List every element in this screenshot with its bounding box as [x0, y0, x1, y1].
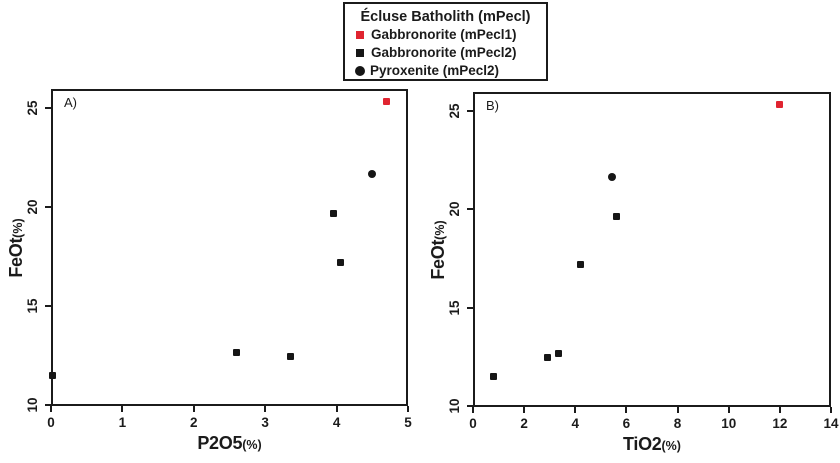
y-axis-tick: [45, 106, 51, 109]
legend: Écluse Batholith (mPecl) Gabbronorite (m…: [343, 2, 548, 81]
x-tick-label: 12: [772, 416, 788, 431]
x-axis-title-unit: (%): [242, 438, 262, 452]
legend-title: Écluse Batholith (mPecl): [360, 9, 531, 25]
plot-frame: [51, 89, 408, 406]
x-axis-tick: [335, 406, 338, 412]
data-point-square: [776, 101, 784, 109]
x-axis-tick: [192, 406, 195, 412]
y-axis-title: FeOt(%): [5, 188, 27, 308]
x-tick-label: 0: [469, 416, 477, 431]
legend-item-label: Gabbronorite (mPecl1): [371, 27, 517, 42]
data-point-square: [612, 212, 620, 220]
x-axis-title: P2O5(%): [51, 433, 408, 454]
data-point-square: [336, 258, 344, 266]
y-axis-tick: [45, 304, 51, 307]
y-axis-title-text: FeOt: [428, 239, 448, 280]
x-axis-tick: [727, 407, 730, 413]
x-tick-label: 2: [190, 415, 198, 430]
legend-item: Gabbronorite (mPecl2): [353, 45, 538, 61]
x-axis-tick: [625, 407, 628, 413]
y-axis-tick: [467, 306, 473, 309]
y-tick-label: 20: [447, 201, 462, 217]
panel-label: A): [64, 95, 77, 110]
x-axis-title-text: TiO2: [623, 434, 662, 454]
x-axis-tick: [778, 407, 781, 413]
y-tick-label: 25: [447, 103, 462, 119]
x-axis-title-text: P2O5: [197, 433, 243, 453]
y-tick-label: 10: [447, 398, 462, 414]
x-axis-tick: [407, 406, 409, 412]
data-point-square: [576, 260, 584, 268]
data-point-square: [383, 98, 391, 106]
y-axis-title: FeOt(%): [427, 190, 449, 310]
x-axis-tick: [50, 406, 52, 412]
data-point-square: [543, 354, 551, 362]
x-tick-label: 1: [118, 415, 127, 430]
y-axis-tick: [45, 404, 51, 406]
x-tick-label: 10: [721, 416, 737, 431]
legend-marker-square-icon: [356, 31, 364, 39]
x-tick-label: 14: [823, 416, 839, 431]
data-point-square: [489, 372, 497, 380]
x-tick-label: 6: [622, 416, 631, 431]
y-axis-tick: [45, 205, 51, 208]
x-tick-label: 2: [520, 416, 528, 431]
x-axis-tick: [574, 407, 577, 413]
x-tick-label: 4: [571, 416, 580, 431]
y-tick-label: 15: [25, 298, 40, 314]
x-axis-tick: [830, 407, 832, 413]
panel-label: B): [486, 98, 499, 113]
plot-panel-b: B) 0 2 4 6 8 10 12 14 10 15 20 25 TiO2(%) FeOt(%): [428, 92, 839, 454]
legend-marker-square-icon: [356, 49, 364, 57]
data-point-circle: [368, 170, 377, 179]
plot-frame: [473, 92, 831, 407]
x-axis-tick: [523, 407, 526, 413]
y-axis-tick: [467, 405, 473, 408]
y-tick-label: 25: [25, 100, 40, 116]
data-point-circle: [608, 172, 617, 181]
y-axis-tick: [467, 109, 473, 112]
x-axis-tick: [121, 406, 124, 412]
x-tick-label: 0: [47, 415, 55, 430]
legend-item-label: Pyroxenite (mPecl2): [370, 63, 500, 78]
y-tick-label: 15: [447, 300, 462, 316]
legend-marker-circle-icon: [355, 66, 365, 76]
legend-item: Gabbronorite (mPecl1): [353, 27, 538, 43]
legend-item: Pyroxenite (mPecl2): [353, 63, 538, 79]
x-tick-label: 8: [673, 416, 682, 431]
legend-items: Gabbronorite (mPecl1) Gabbronorite (mPecl…: [353, 27, 538, 79]
y-tick-label: 20: [25, 199, 40, 215]
x-tick-label: 5: [404, 415, 412, 430]
data-point-square: [555, 350, 563, 358]
legend-item-label: Gabbronorite (mPecl2): [371, 45, 517, 60]
y-axis-title-unit: (%): [11, 217, 25, 238]
data-point-square: [233, 349, 241, 356]
x-axis-tick: [264, 406, 267, 412]
y-axis-title-unit: (%): [433, 219, 447, 240]
x-axis-tick: [676, 407, 679, 413]
x-tick-label: 3: [261, 415, 269, 430]
data-point-square: [48, 371, 56, 379]
plot-panel-a: A) 0 1 2 3 4 5 10 15 20 25 P2O5(%) FeOt(%): [6, 89, 412, 453]
x-tick-label: 4: [332, 415, 341, 430]
y-axis-title-text: FeOt: [6, 237, 26, 278]
data-point-square: [329, 210, 337, 218]
y-tick-label: 10: [25, 397, 40, 413]
x-axis-title: TiO2(%): [473, 434, 831, 455]
x-axis-title-unit: (%): [661, 439, 681, 453]
y-axis-tick: [467, 208, 473, 211]
x-axis-tick: [472, 407, 474, 413]
data-point-square: [286, 352, 294, 360]
